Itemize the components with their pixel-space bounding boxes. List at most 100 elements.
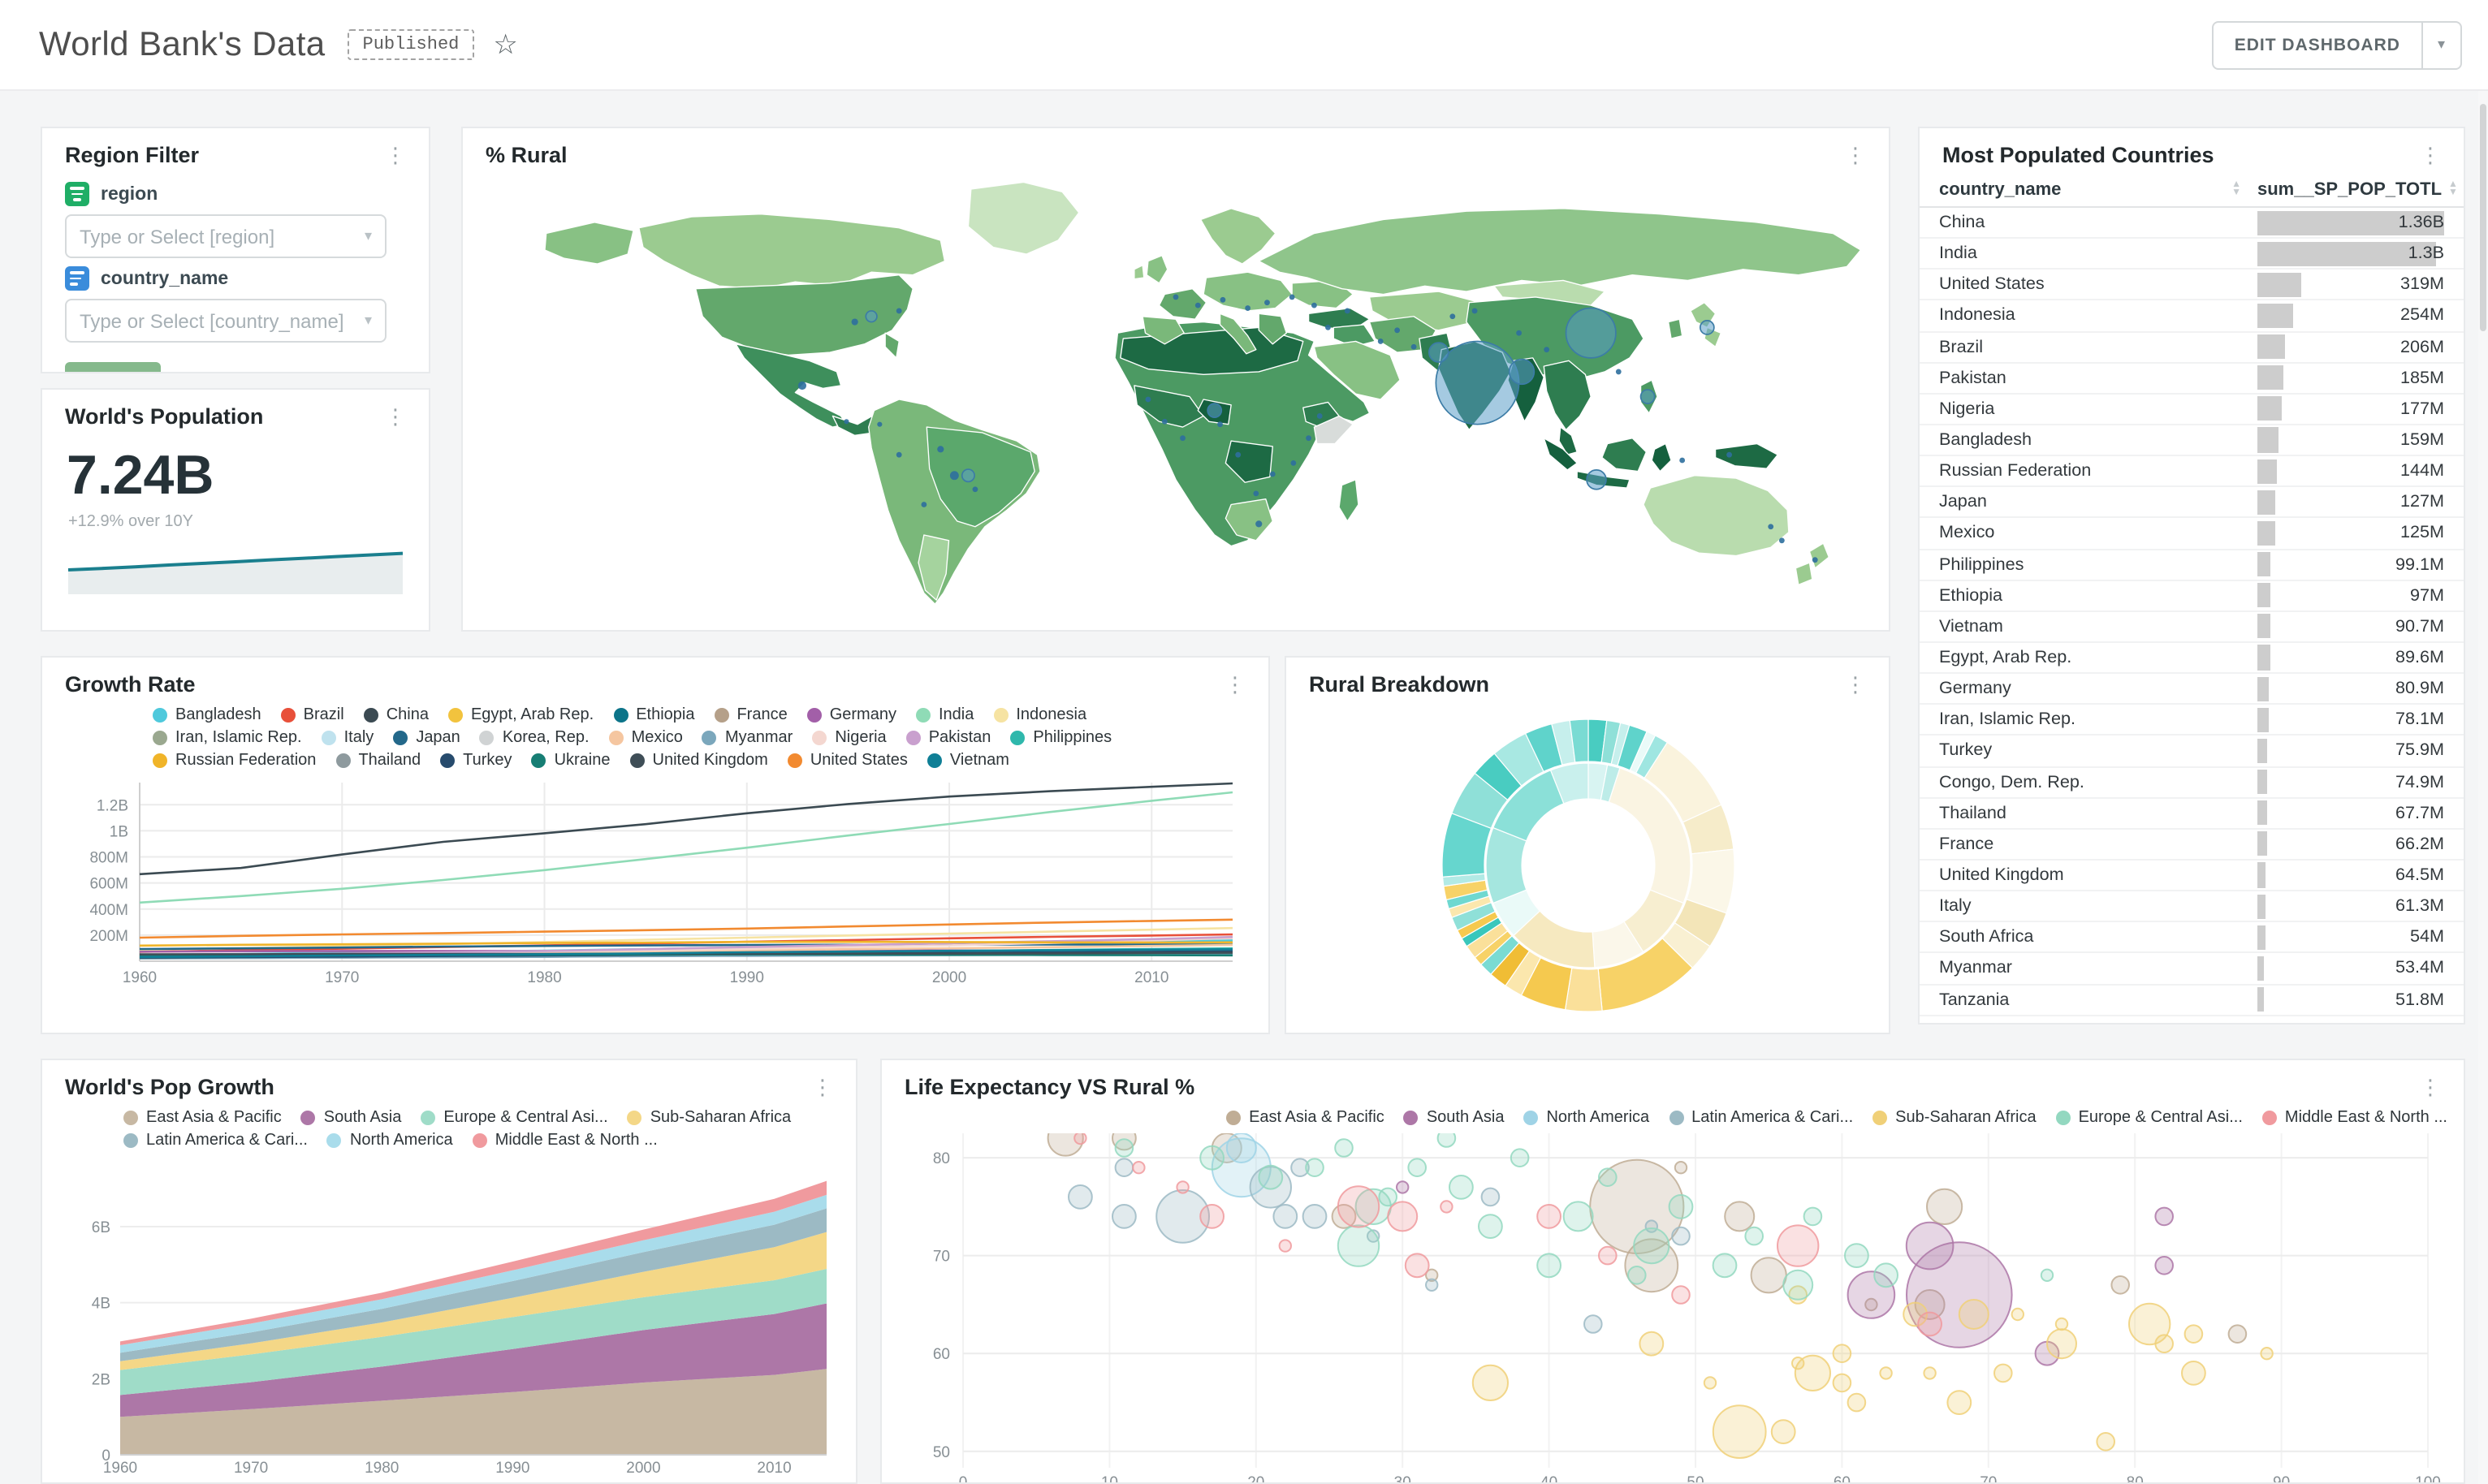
population-value-cell: 51.8M xyxy=(2257,985,2444,1014)
legend-item[interactable]: Europe & Central Asi... xyxy=(421,1109,608,1127)
legend-label: Latin America & Cari... xyxy=(1691,1109,1854,1127)
legend-item[interactable]: United States xyxy=(787,752,908,770)
value-bar xyxy=(2257,490,2275,515)
kebab-menu-icon[interactable]: ⋮ xyxy=(812,1075,833,1099)
legend-label: Brazil xyxy=(303,706,344,724)
country-select[interactable]: ▾ xyxy=(65,299,387,343)
life-expectancy-legend: East Asia & Pacific South Asia North Ameri… xyxy=(882,1106,2464,1133)
kebab-menu-icon[interactable]: ⋮ xyxy=(385,404,406,429)
legend-item[interactable]: Bangladesh xyxy=(153,706,261,724)
legend-item[interactable]: Sub-Saharan Africa xyxy=(627,1109,792,1127)
legend-label: United Kingdom xyxy=(652,752,768,770)
legend-item[interactable]: Middle East & North ... xyxy=(472,1132,658,1150)
legend-item[interactable]: Sub-Saharan Africa xyxy=(1872,1109,2037,1127)
legend-item[interactable]: East Asia & Pacific xyxy=(1226,1109,1384,1127)
country-select-input[interactable] xyxy=(80,309,358,332)
legend-item[interactable]: Japan xyxy=(393,729,460,747)
country-name-cell: Pakistan xyxy=(1939,368,2006,388)
table-row: Japan 127M xyxy=(1920,488,2464,519)
population-value-cell: 61.3M xyxy=(2257,891,2444,921)
svg-text:2B: 2B xyxy=(92,1371,110,1388)
legend-item[interactable]: France xyxy=(714,706,788,724)
page-scrollbar[interactable] xyxy=(2478,91,2488,1484)
legend-label: Germany xyxy=(829,706,896,724)
legend-item[interactable]: Myanmar xyxy=(702,729,793,747)
legend-label: South Asia xyxy=(323,1109,402,1127)
svg-text:60: 60 xyxy=(1834,1474,1851,1484)
legend-label: France xyxy=(736,706,788,724)
region-select-input[interactable] xyxy=(80,225,358,248)
legend-item[interactable]: Europe & Central Asi... xyxy=(2055,1109,2243,1127)
sort-icon[interactable]: ▲ ▼ xyxy=(2448,179,2458,198)
legend-dot xyxy=(472,1133,487,1148)
legend-item[interactable]: Thailand xyxy=(335,752,421,770)
legend-item[interactable]: India xyxy=(915,706,974,724)
edit-dashboard-caret-button[interactable]: ▾ xyxy=(2422,20,2462,69)
legend-label: Sub-Saharan Africa xyxy=(650,1109,792,1127)
legend-item[interactable]: Iran, Islamic Rep. xyxy=(153,729,302,747)
legend-dot xyxy=(629,753,645,768)
favorite-star-icon[interactable]: ☆ xyxy=(493,28,518,59)
kebab-menu-icon[interactable]: ⋮ xyxy=(1225,672,1246,697)
legend-item[interactable]: Ethiopia xyxy=(613,706,694,724)
legend-label: United States xyxy=(810,752,908,770)
legend-item[interactable]: North America xyxy=(326,1132,453,1150)
legend-item[interactable]: East Asia & Pacific xyxy=(123,1109,282,1127)
population-value-cell: 125M xyxy=(2257,519,2444,548)
svg-text:0: 0 xyxy=(102,1447,110,1465)
value-bar xyxy=(2257,614,2270,639)
table-row: United States 319M xyxy=(1920,270,2464,301)
legend-item[interactable]: Nigeria xyxy=(812,729,887,747)
card-title: Growth Rate xyxy=(65,672,196,697)
legend-item[interactable]: Latin America & Cari... xyxy=(1669,1109,1853,1127)
kebab-menu-icon[interactable]: ⋮ xyxy=(1845,672,1866,697)
legend-item[interactable]: Turkey xyxy=(440,752,512,770)
kebab-menu-icon[interactable]: ⋮ xyxy=(2420,1075,2441,1099)
country-name-cell: United Kingdom xyxy=(1939,865,2064,886)
apply-button[interactable]: APPLY xyxy=(65,362,162,372)
legend-item[interactable]: Mexico xyxy=(608,729,683,747)
legend-item[interactable]: Korea, Rep. xyxy=(479,729,590,747)
legend-label: Ukraine xyxy=(554,752,611,770)
legend-item[interactable]: South Asia xyxy=(1403,1109,1504,1127)
svg-text:50: 50 xyxy=(1687,1474,1704,1484)
population-value-cell: 80.9M xyxy=(2257,674,2444,703)
edit-dashboard-button[interactable]: EDIT DASHBOARD xyxy=(2211,20,2423,69)
legend-dot xyxy=(321,731,336,745)
scrollbar-thumb[interactable] xyxy=(2480,104,2486,331)
legend-item[interactable]: Egypt, Arab Rep. xyxy=(447,706,594,724)
column-header-country-name[interactable]: country_name ▲ ▼ xyxy=(1939,179,2257,200)
column-header-population[interactable]: sum__SP_POP_TOTL ▲ ▼ xyxy=(2257,179,2458,200)
sort-icon[interactable]: ▲ ▼ xyxy=(2231,179,2241,198)
legend-item[interactable]: United Kingdom xyxy=(629,752,768,770)
population-value-cell: 99.1M xyxy=(2257,550,2444,579)
legend-item[interactable]: Philippines xyxy=(1010,729,1112,747)
legend-item[interactable]: Latin America & Cari... xyxy=(123,1132,308,1150)
population-value-cell: 74.9M xyxy=(2257,767,2444,796)
legend-item[interactable]: Brazil xyxy=(280,706,344,724)
value-bar xyxy=(2257,770,2268,795)
published-badge[interactable]: Published xyxy=(348,29,474,60)
legend-item[interactable]: Italy xyxy=(321,729,374,747)
legend-item[interactable]: China xyxy=(363,706,429,724)
kebab-menu-icon[interactable]: ⋮ xyxy=(2420,143,2441,167)
legend-item[interactable]: North America xyxy=(1523,1109,1649,1127)
legend-item[interactable]: Indonesia xyxy=(993,706,1086,724)
legend-item[interactable]: Vietnam xyxy=(927,752,1009,770)
legend-item[interactable]: South Asia xyxy=(300,1109,402,1127)
legend-label: Turkey xyxy=(463,752,512,770)
kebab-menu-icon[interactable]: ⋮ xyxy=(385,143,406,167)
svg-text:60: 60 xyxy=(933,1346,950,1363)
legend-dot xyxy=(123,1133,138,1148)
legend-item[interactable]: Russian Federation xyxy=(153,752,316,770)
region-select[interactable]: ▾ xyxy=(65,214,387,258)
population-value-cell: 89.6M xyxy=(2257,643,2444,672)
svg-text:800M: 800M xyxy=(89,850,128,867)
legend-item[interactable]: Pakistan xyxy=(905,729,991,747)
svg-text:10: 10 xyxy=(1101,1474,1118,1484)
legend-item[interactable]: Germany xyxy=(806,706,896,724)
legend-item[interactable]: Middle East & North ... xyxy=(2261,1109,2447,1127)
value-bar xyxy=(2257,241,2436,266)
kebab-menu-icon[interactable]: ⋮ xyxy=(1845,143,1866,167)
legend-item[interactable]: Ukraine xyxy=(531,752,611,770)
